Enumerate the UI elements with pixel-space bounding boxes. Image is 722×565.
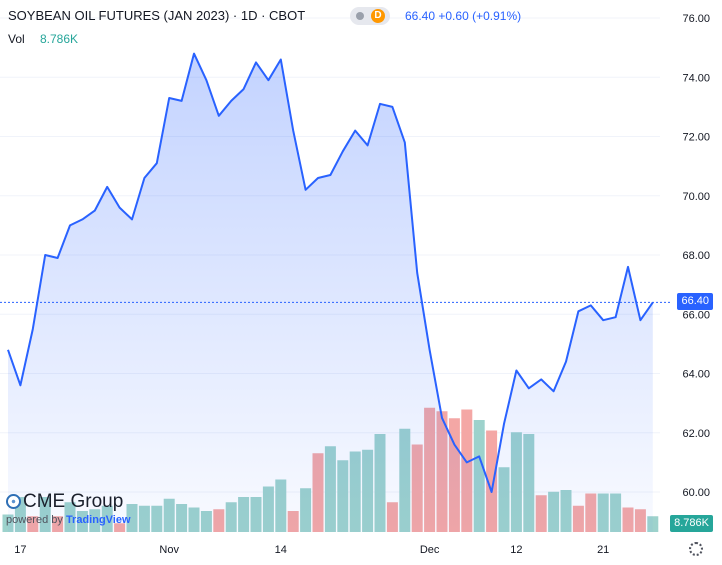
powered-by-text: powered by (6, 514, 63, 526)
x-tick-label: 21 (597, 544, 609, 556)
x-tick-label: Dec (420, 544, 440, 556)
y-tick-label: 66.00 (682, 309, 710, 321)
volume-value: 8.786K (40, 32, 79, 46)
y-tick-label: 72.00 (682, 132, 710, 144)
dot-icon (356, 12, 364, 20)
price-change: +0.60 (438, 9, 469, 23)
last-volume-tag: 8.786K (670, 515, 713, 532)
cme-logo[interactable]: CME Group powered by TradingView (6, 491, 131, 526)
logo-text: CME Group (23, 491, 124, 512)
last-price-tag: 66.40 (677, 293, 713, 310)
last-price: 66.40 (405, 9, 436, 23)
y-tick-label: 62.00 (682, 428, 710, 440)
x-tick-label: 17 (14, 544, 26, 556)
x-axis-labels: 17 Nov 14 Dec 12 21 (14, 544, 609, 556)
market-status-pill[interactable]: D (350, 7, 390, 25)
price-area-fill (8, 53, 653, 532)
y-tick-label: 68.00 (682, 250, 710, 262)
y-tick-label: 60.00 (682, 487, 710, 499)
x-tick-label: Nov (159, 544, 179, 556)
globe-icon (6, 494, 21, 509)
y-tick-label: 74.00 (682, 72, 710, 84)
y-tick-label: 70.00 (682, 191, 710, 203)
x-tick-label: 14 (275, 544, 287, 556)
y-tick-label: 76.00 (682, 13, 710, 25)
market-badge: D (371, 9, 385, 23)
gear-icon[interactable] (689, 542, 703, 556)
x-tick-label: 12 (510, 544, 522, 556)
tradingview-link[interactable]: TradingView (65, 514, 131, 526)
price-quote: 66.40 +0.60 (+0.91%) (405, 9, 521, 23)
chart-title: SOYBEAN OIL FUTURES (JAN 2023) · 1D · CB… (8, 8, 306, 23)
volume-bar (486, 430, 498, 532)
volume-label: Vol (8, 32, 25, 46)
price-line (7, 52, 654, 493)
y-tick-label: 64.00 (682, 369, 710, 381)
y-axis-labels: 60.00 62.00 64.00 66.00 68.00 70.00 72.00 74.00… (682, 13, 710, 499)
price-change-pct: (+0.91%) (472, 9, 522, 23)
